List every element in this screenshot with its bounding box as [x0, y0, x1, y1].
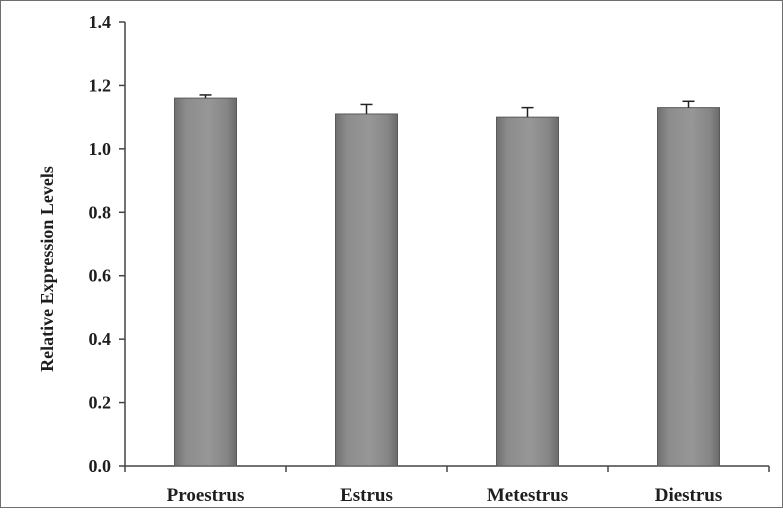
bar-proestrus: [174, 97, 237, 467]
y-tick-label: 0.0: [89, 456, 112, 476]
y-tick-label: 1.4: [89, 12, 112, 32]
y-tick-label: 0.8: [89, 202, 112, 222]
bar-metestrus: [496, 116, 559, 467]
y-tick-label: 0.6: [89, 266, 112, 286]
y-tick-label: 0.4: [89, 329, 112, 349]
x-tick-label: Metestrus: [487, 485, 568, 506]
x-tick-label: Diestrus: [655, 485, 723, 506]
y-tick-label: 1.2: [89, 75, 112, 95]
bar-diestrus: [657, 107, 720, 467]
y-tick-label: 1.0: [89, 139, 112, 159]
x-tick-label: Estrus: [340, 485, 393, 506]
y-tick-label: 0.2: [89, 393, 112, 413]
bar-estrus: [335, 113, 398, 467]
y-axis-title: Relative Expression Levels: [37, 166, 57, 372]
x-tick-label: Proestrus: [167, 485, 245, 506]
